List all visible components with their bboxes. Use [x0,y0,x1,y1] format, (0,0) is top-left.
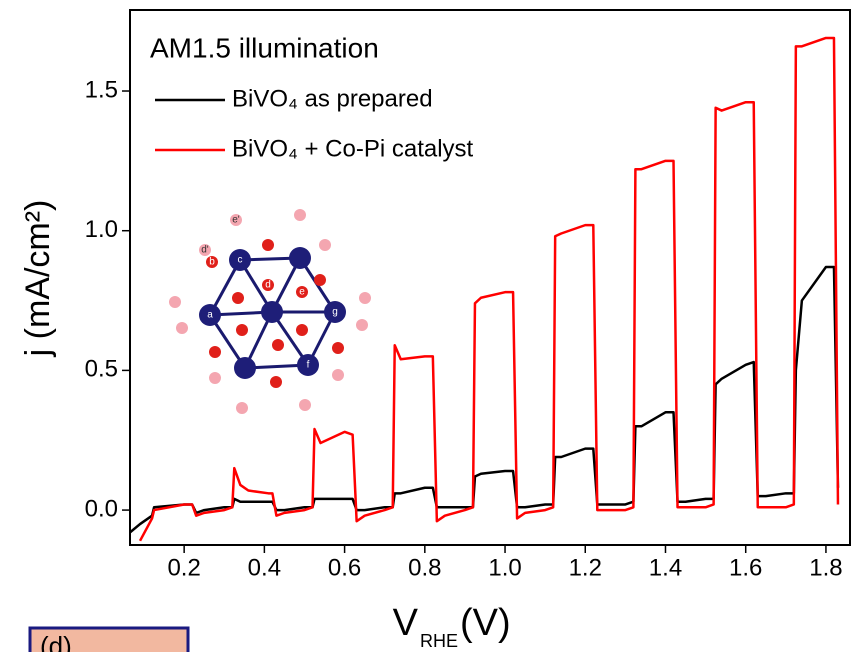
y-tick-label: 0.5 [85,356,118,383]
inset-label: e [299,287,305,298]
inset-label: d' [201,245,209,256]
y-tick-label: 1.5 [85,76,118,103]
annotation: AM1.5 illumination [150,32,379,63]
legend-label: BiVO₄ + Co-Pi catalyst [232,135,474,162]
inset-label: d [265,280,271,291]
x-axis-label-sub: RHE [420,631,458,651]
x-tick-label: 0.4 [248,554,281,581]
inset-label: f [307,360,310,371]
legend-label: BiVO₄ as prepared [232,85,433,112]
x-tick-label: 1.8 [809,554,842,581]
x-tick-label: 1.2 [569,554,602,581]
panel-box [28,626,190,652]
panel-label: (d) [40,631,72,652]
inset-label: g [332,307,338,318]
inset-label: a [207,310,213,321]
y-tick-label: 1.0 [85,216,118,243]
series-line [138,36,840,542]
inset-label: e' [232,215,240,226]
y-axis-label: j (mA/cm²) [19,200,57,358]
y-tick-label: 0.0 [85,495,118,522]
series-line [130,265,840,534]
x-axis-label: V [393,602,419,644]
x-tick-label: 0.8 [408,554,441,581]
x-axis-label-unit: (V) [460,602,511,644]
inset-label: b [209,257,215,268]
x-tick-label: 0.2 [167,554,200,581]
x-tick-label: 0.6 [328,554,361,581]
plot-frame [129,9,851,546]
x-tick-label: 1.4 [649,554,682,581]
x-tick-label: 1.0 [488,554,521,581]
inset-label: c [238,255,243,266]
x-tick-label: 1.6 [729,554,762,581]
structure-inset: a b c d e f g d' e' [169,209,371,414]
